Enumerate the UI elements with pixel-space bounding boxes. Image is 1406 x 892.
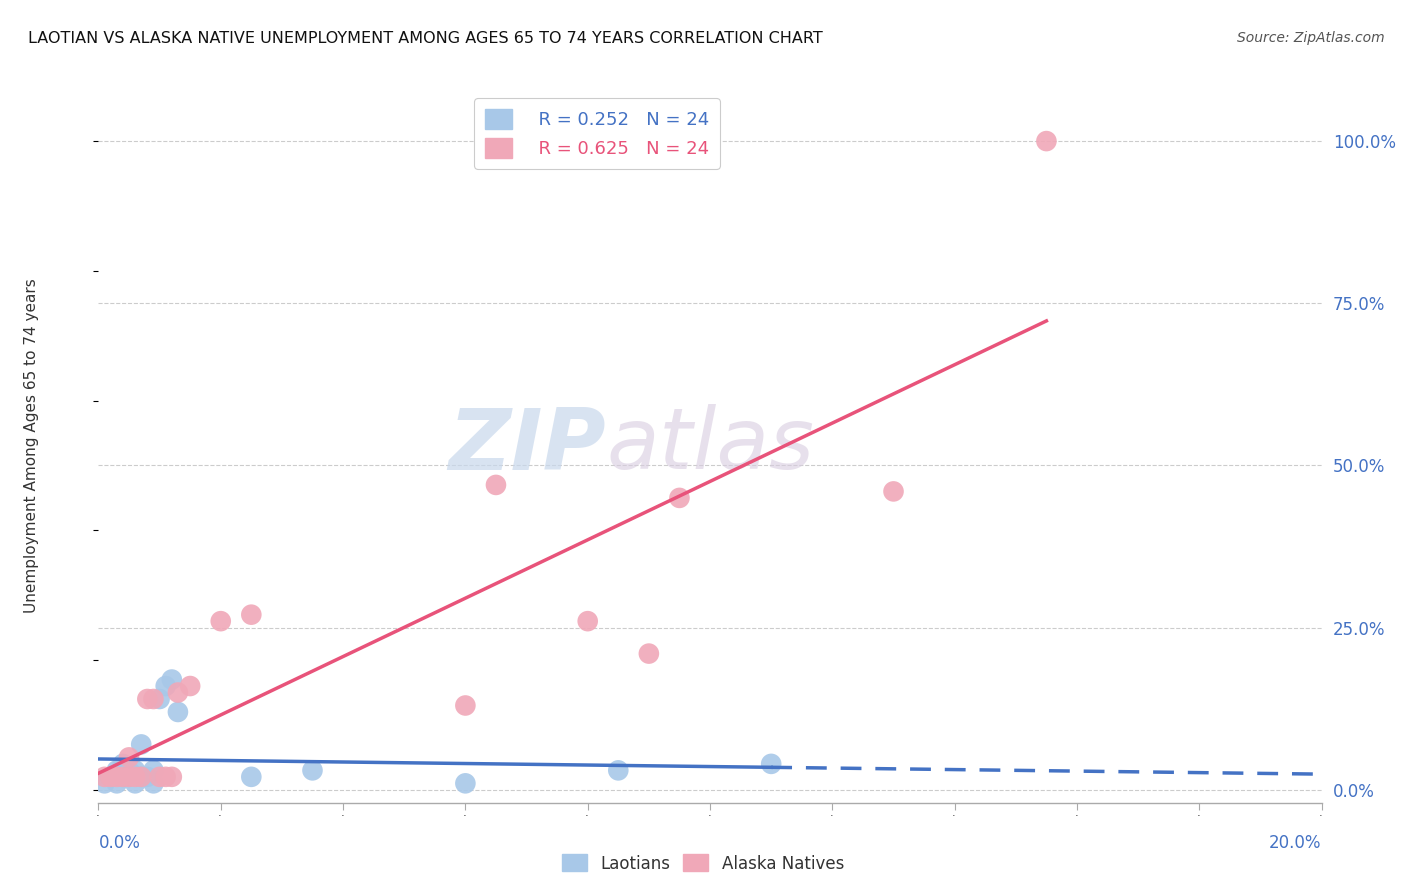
Point xyxy=(136,692,159,706)
Point xyxy=(607,764,630,778)
Point xyxy=(118,770,141,784)
Point xyxy=(124,776,146,790)
Point xyxy=(160,673,183,687)
Point xyxy=(155,770,177,784)
Point xyxy=(124,770,146,784)
Point xyxy=(668,491,690,505)
Point xyxy=(167,705,190,719)
Point xyxy=(155,679,177,693)
Text: ZIP: ZIP xyxy=(449,404,606,488)
Point xyxy=(149,692,172,706)
Point xyxy=(759,756,782,771)
Point xyxy=(454,776,477,790)
Legend: Laotians, Alaska Natives: Laotians, Alaska Natives xyxy=(555,847,851,880)
Point xyxy=(93,770,115,784)
Point xyxy=(111,770,134,784)
Point xyxy=(118,770,141,784)
Text: atlas: atlas xyxy=(606,404,814,488)
Point xyxy=(118,764,141,778)
Point xyxy=(105,764,128,778)
Text: Unemployment Among Ages 65 to 74 years: Unemployment Among Ages 65 to 74 years xyxy=(24,278,38,614)
Text: 20.0%: 20.0% xyxy=(1270,834,1322,852)
Point xyxy=(576,614,599,628)
Point xyxy=(129,770,152,784)
Point xyxy=(129,738,152,752)
Point xyxy=(105,770,128,784)
Point xyxy=(179,679,201,693)
Point xyxy=(637,647,661,661)
Point xyxy=(240,607,263,622)
Point xyxy=(1035,134,1057,148)
Point xyxy=(100,770,122,784)
Point xyxy=(142,692,165,706)
Legend:   R = 0.252   N = 24,   R = 0.625   N = 24: R = 0.252 N = 24, R = 0.625 N = 24 xyxy=(474,98,720,169)
Point xyxy=(160,770,183,784)
Point xyxy=(105,776,128,790)
Point xyxy=(240,770,263,784)
Point xyxy=(301,764,323,778)
Point xyxy=(124,764,146,778)
Point xyxy=(111,756,134,771)
Point xyxy=(209,614,232,628)
Point xyxy=(111,770,134,784)
Point xyxy=(167,685,190,699)
Point xyxy=(142,776,165,790)
Point xyxy=(883,484,905,499)
Point xyxy=(454,698,477,713)
Point xyxy=(100,770,122,784)
Point xyxy=(118,750,141,764)
Point xyxy=(93,776,115,790)
Point xyxy=(136,770,159,784)
Point xyxy=(129,770,152,784)
Point xyxy=(149,770,172,784)
Text: LAOTIAN VS ALASKA NATIVE UNEMPLOYMENT AMONG AGES 65 TO 74 YEARS CORRELATION CHAR: LAOTIAN VS ALASKA NATIVE UNEMPLOYMENT AM… xyxy=(28,31,823,46)
Point xyxy=(485,478,508,492)
Text: Source: ZipAtlas.com: Source: ZipAtlas.com xyxy=(1237,31,1385,45)
Point xyxy=(142,764,165,778)
Text: 0.0%: 0.0% xyxy=(98,834,141,852)
